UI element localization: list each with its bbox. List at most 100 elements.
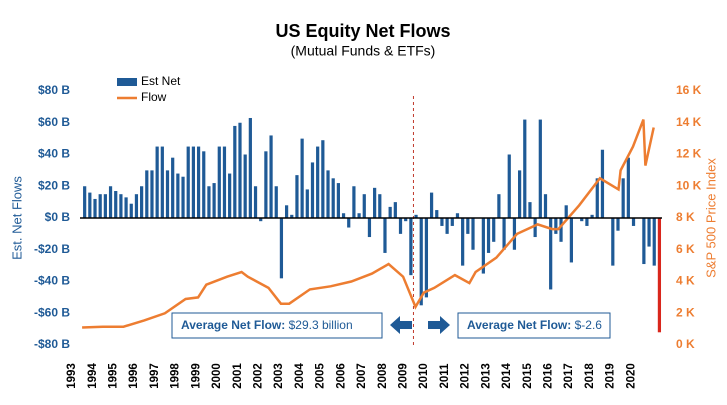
y2-tick-label: 10 K <box>676 178 702 192</box>
bar <box>626 157 630 218</box>
bar <box>492 218 496 242</box>
bar <box>393 202 397 218</box>
bar <box>435 210 439 218</box>
bar <box>362 194 366 218</box>
bar <box>600 149 605 218</box>
x-tick-label: 2003 <box>273 363 285 389</box>
bar <box>585 218 589 226</box>
bar <box>119 194 123 218</box>
bar <box>347 218 351 228</box>
bar <box>331 178 335 218</box>
bar <box>471 218 475 250</box>
bar <box>652 218 656 266</box>
x-tick-label: 2016 <box>542 363 554 389</box>
x-tick-label: 1993 <box>66 363 78 389</box>
bar <box>502 218 506 250</box>
annotation-label: Average Net Flow: <box>181 318 285 332</box>
annotation-box <box>171 312 383 339</box>
bar <box>424 218 429 298</box>
annotation-box <box>457 312 611 339</box>
bar <box>305 189 309 218</box>
legend-label: Est Net <box>141 74 181 88</box>
bar <box>124 197 128 218</box>
annotation: Average Net Flow: $29.3 billion <box>181 318 353 332</box>
bar <box>595 178 599 218</box>
x-tick-label: 2017 <box>563 363 575 389</box>
y-tick-label: $80 B <box>38 83 70 97</box>
chart-title: US Equity Net Flows <box>275 21 450 41</box>
bar <box>176 173 180 218</box>
bar <box>440 218 444 226</box>
bar <box>404 218 408 222</box>
bar <box>295 175 299 218</box>
y-tick-label: -$60 B <box>34 305 70 319</box>
bar <box>98 194 102 218</box>
bar <box>93 198 97 218</box>
bar <box>616 218 620 231</box>
bar <box>326 170 330 218</box>
bar <box>140 186 144 218</box>
bar <box>631 218 636 226</box>
bar <box>238 122 242 218</box>
x-tick-label: 2018 <box>584 363 596 389</box>
x-tick-label: 1994 <box>87 363 99 389</box>
bar <box>512 218 517 250</box>
bar <box>549 218 553 290</box>
bar <box>580 218 584 222</box>
bar <box>419 218 423 306</box>
y-tick-label: $60 B <box>38 115 70 129</box>
annotation-value: $29.3 billion <box>289 318 353 332</box>
bar <box>450 218 454 226</box>
legend-swatch <box>117 78 137 86</box>
bar <box>186 146 190 218</box>
x-tick-label: 2008 <box>377 363 389 389</box>
y2-tick-label: 16 K <box>676 83 702 97</box>
y2-axis-title: S&P 500 Price Index <box>703 158 718 278</box>
y2-tick-label: 2 K <box>676 305 695 319</box>
bar <box>212 183 216 218</box>
bar <box>559 218 563 242</box>
annotation-value: $-2.6 <box>575 318 603 332</box>
bar <box>383 218 387 253</box>
bar <box>642 218 646 265</box>
bar <box>481 218 485 274</box>
line <box>82 119 655 329</box>
x-tick-label: 2012 <box>460 363 472 389</box>
y2-tick-label: 12 K <box>676 147 702 161</box>
bar <box>233 125 237 218</box>
bar <box>497 194 501 218</box>
bar <box>155 146 159 218</box>
bar <box>196 146 201 218</box>
y2-tick-label: 14 K <box>676 115 702 129</box>
arrow-right <box>428 316 450 334</box>
bar <box>414 214 418 218</box>
bar <box>445 218 449 234</box>
bar <box>264 151 268 218</box>
bar <box>279 218 284 279</box>
bar <box>259 218 263 222</box>
bar <box>165 170 170 218</box>
bar <box>114 191 118 218</box>
bar <box>202 151 206 218</box>
bar <box>466 218 470 234</box>
bar <box>486 218 491 253</box>
bar <box>507 154 511 218</box>
bar <box>533 218 537 238</box>
bar <box>269 135 273 218</box>
annotation: Average Net Flow: $-2.6 <box>467 318 602 332</box>
y-tick-label: -$80 B <box>34 337 70 351</box>
bar <box>150 170 154 218</box>
bar <box>222 146 227 218</box>
bar <box>181 176 185 218</box>
bar <box>528 202 532 218</box>
x-tick-label: 2009 <box>397 363 409 389</box>
y2-tick-label: 0 K <box>676 337 695 351</box>
bar <box>83 186 87 218</box>
bar <box>217 146 221 218</box>
bar <box>253 186 258 218</box>
bar <box>388 206 392 218</box>
y2-tick-label: 6 K <box>676 242 695 256</box>
x-tick-label: 2000 <box>211 363 223 389</box>
x-tick-label: 2005 <box>315 363 327 389</box>
